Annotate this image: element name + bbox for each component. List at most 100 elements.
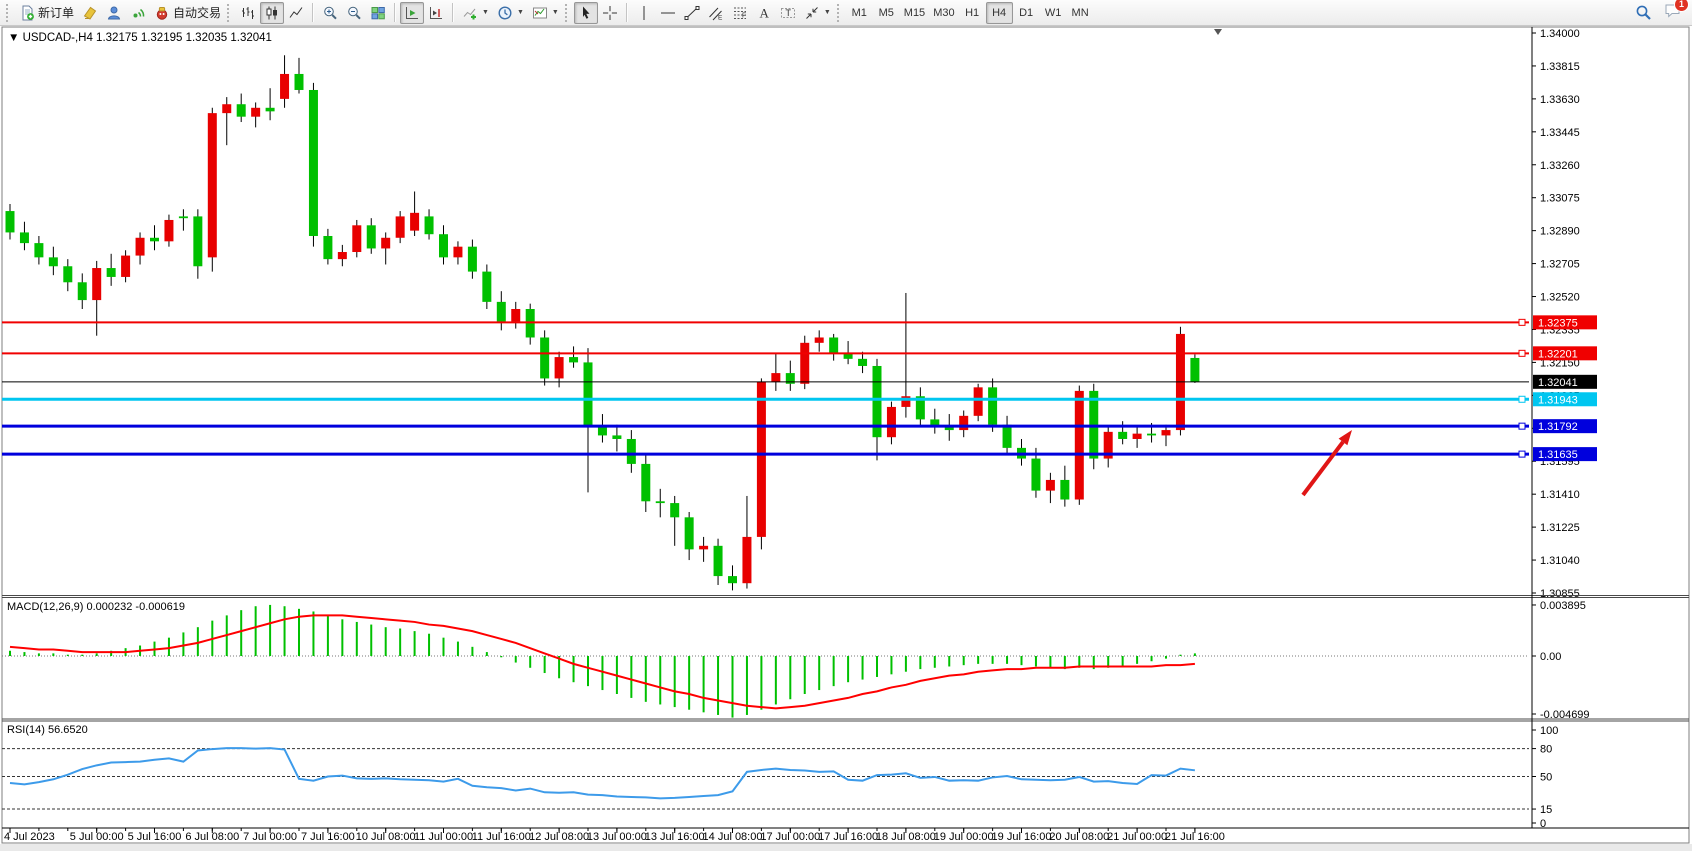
text-button[interactable]: A [752, 2, 776, 24]
indicators-icon [463, 8, 477, 19]
timeframe-mn[interactable]: MN [1067, 2, 1094, 24]
clock-icon [498, 5, 512, 20]
text-label-button[interactable]: T [776, 2, 800, 24]
search-button[interactable] [1631, 2, 1656, 24]
rsi-label: RSI(14) 56.6520 [7, 724, 88, 736]
arrows-icon [805, 6, 818, 19]
new-chart-button[interactable] [78, 2, 102, 24]
equidistant-channel-button[interactable]: E [704, 2, 728, 24]
macd-panel: 0.003895 0.00 -0.004699 MACD(12,26,9) 0.000… [2, 600, 1590, 721]
vertical-line-icon [643, 5, 645, 20]
horizontal-line-button[interactable] [656, 2, 680, 24]
channel-icon: E [708, 7, 723, 21]
horizontal-line-icon [660, 12, 675, 13]
svg-text:13 Jul 00:00: 13 Jul 00:00 [587, 831, 647, 843]
svg-text:19 Jul 16:00: 19 Jul 16:00 [992, 831, 1052, 843]
svg-text:5 Jul 00:00: 5 Jul 00:00 [70, 831, 124, 843]
periods-button[interactable]: ▼ [493, 2, 528, 24]
timeframe-h1[interactable]: H1 [959, 2, 986, 24]
svg-text:0.003895: 0.003895 [1540, 600, 1586, 612]
svg-text:E: E [718, 14, 723, 21]
svg-text:A: A [759, 5, 769, 20]
timeframe-m15[interactable]: M15 [900, 2, 929, 24]
toolbar-grip [564, 3, 570, 22]
symbol-title[interactable]: ▼ USDCAD-,H4 1.32175 1.32195 1.32035 1.3… [8, 32, 272, 44]
autotrading-button[interactable]: 自动交易 [150, 2, 225, 24]
dropdown-caret-icon: ▼ [516, 9, 524, 16]
svg-text:1.33075: 1.33075 [1540, 193, 1580, 205]
annotation-arrow[interactable] [1301, 430, 1352, 497]
dropdown-caret-icon: ▼ [551, 9, 559, 16]
zoom-out-button[interactable] [342, 2, 366, 24]
price-line-labels: 1.32375 1.32201 1.32041 1.31943 1.31792 1.316… [1533, 315, 1597, 462]
cursor-icon [582, 6, 590, 19]
svg-text:1.32041: 1.32041 [1538, 377, 1578, 389]
cursor-button[interactable] [573, 1, 598, 24]
svg-text:7 Jul 16:00: 7 Jul 16:00 [301, 831, 355, 843]
indicators-button[interactable]: ▼ [458, 2, 493, 24]
svg-text:12 Jul 08:00: 12 Jul 08:00 [529, 831, 589, 843]
trendline-button[interactable] [680, 2, 704, 24]
svg-text:17 Jul 00:00: 17 Jul 00:00 [760, 831, 820, 843]
tile-windows-button[interactable] [366, 2, 390, 24]
fibonacci-icon: F [733, 7, 746, 19]
zoom-in-button[interactable] [318, 2, 342, 24]
timeframe-m5[interactable]: M5 [873, 2, 900, 24]
svg-text:1.32520: 1.32520 [1540, 292, 1580, 304]
toolbar-right-group: 1 [1631, 0, 1689, 24]
autotrading-icon [156, 6, 168, 20]
trendline-icon [684, 5, 700, 20]
svg-text:11 Jul 16:00: 11 Jul 16:00 [472, 831, 531, 843]
svg-text:1.32150: 1.32150 [1540, 357, 1580, 369]
toolbar-grip [836, 3, 842, 22]
horizontal-lines[interactable] [2, 318, 1529, 458]
auto-scroll-button[interactable] [400, 1, 425, 24]
news-button[interactable] [126, 2, 150, 24]
svg-text:1.31410: 1.31410 [1540, 489, 1580, 501]
svg-text:7 Jul 00:00: 7 Jul 00:00 [243, 831, 297, 843]
svg-text:1.31040: 1.31040 [1540, 555, 1580, 567]
new-order-label: 新订单 [38, 6, 75, 20]
chat-button[interactable]: 1 [1664, 0, 1689, 24]
fibonacci-button[interactable]: F [728, 2, 752, 24]
toolbar-separator [312, 3, 315, 22]
macd-label: MACD(12,26,9) 0.000232 -0.000619 [7, 601, 185, 613]
toolbar-separator [452, 3, 455, 22]
svg-text:20 Jul 08:00: 20 Jul 08:00 [1049, 831, 1109, 843]
svg-text:50: 50 [1540, 772, 1552, 784]
svg-text:15: 15 [1540, 804, 1552, 816]
crosshair-button[interactable] [598, 2, 622, 24]
new-order-button[interactable]: 新订单 [15, 2, 78, 24]
svg-text:0.00: 0.00 [1540, 651, 1561, 663]
profile-icon [107, 6, 121, 19]
auto-scroll-icon [406, 6, 419, 19]
timeframe-h4[interactable]: H4 [985, 1, 1013, 24]
timeframe-w1[interactable]: W1 [1040, 2, 1067, 24]
arrows-button[interactable]: ▼ [800, 2, 835, 24]
chart-shift-button[interactable] [424, 2, 448, 24]
templates-button[interactable]: ▼ [528, 2, 563, 24]
svg-text:T: T [785, 7, 791, 17]
timeframe-d1[interactable]: D1 [1013, 2, 1040, 24]
toolbar: 新订单 自动交易 ▼ ▼ [0, 0, 1692, 26]
svg-text:100: 100 [1540, 725, 1558, 737]
svg-text:1.32375: 1.32375 [1538, 317, 1578, 329]
toolbar-separator [625, 3, 628, 22]
profile-button[interactable] [102, 2, 126, 24]
timeframe-m1[interactable]: M1 [846, 2, 873, 24]
timeframe-m30[interactable]: M30 [929, 2, 958, 24]
signal-icon [133, 8, 145, 17]
svg-text:21 Jul 00:00: 21 Jul 00:00 [1107, 831, 1167, 843]
chart-shift-marker[interactable] [1214, 29, 1222, 35]
svg-text:11 Jul 00:00: 11 Jul 00:00 [414, 831, 473, 843]
candlestick-chart-button[interactable] [260, 1, 285, 24]
dropdown-caret-icon: ▼ [482, 9, 489, 16]
line-chart-button[interactable] [284, 2, 308, 24]
bar-chart-button[interactable] [236, 2, 260, 24]
zoom-in-icon [324, 6, 337, 19]
vertical-line-button[interactable] [632, 2, 656, 24]
text-icon: A [759, 5, 769, 20]
search-icon [1636, 5, 1651, 20]
toolbar-grip [6, 3, 11, 22]
